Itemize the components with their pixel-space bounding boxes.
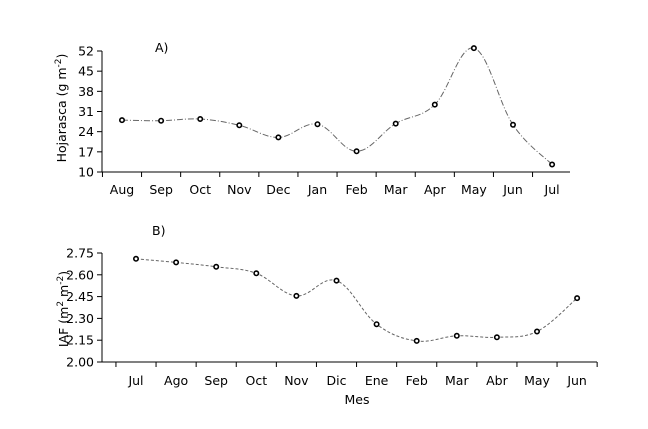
panel-b-xlabel: Mes [345, 392, 370, 407]
panel-a-x-tick-label: Mar [384, 182, 408, 197]
panel-b-ylabel: IAF (m2 m-2) [56, 271, 71, 347]
panel-a-x-tick-label: Jan [307, 182, 327, 197]
panel-b-data-point [493, 334, 500, 341]
panel-a-x-tick-label: May [461, 182, 487, 197]
panel-a-data-point [197, 116, 204, 123]
panel-b-x-tick-label: May [524, 373, 550, 388]
panel-b-y-tick-label: 2.45 [66, 289, 94, 304]
panel-a-x-tick-label: Apr [424, 182, 446, 197]
panel-a-points [119, 45, 556, 168]
panel-b-data-point [574, 295, 581, 302]
panel-b-x-tick-label: Oct [245, 373, 267, 388]
panel-b-x-tick-label: Feb [406, 373, 428, 388]
panel-b-data-point [413, 337, 420, 344]
panel-b: B) IAF (m2 m-2) 2.00 2.15 2.30 2.45 2.60 2.75… [56, 223, 598, 407]
panel-a-axes: 10 17 24 31 38 45 52 Aug Sep Oct Nov Dec Jan Feb Mar Ap… [78, 44, 570, 197]
panel-a-y-tick-label: 17 [78, 144, 94, 159]
panel-a-x-tick-label: Dec [266, 182, 290, 197]
panel-a-data-point [509, 121, 516, 128]
panel-b-series-line [135, 258, 578, 342]
panel-b-y-tick-label: 2.15 [66, 333, 94, 348]
panel-a-y-tick-label: 38 [78, 84, 94, 99]
panel-b-x-tick-label: Jun [566, 373, 587, 388]
panel-a-y-tick-label: 10 [78, 165, 94, 180]
panel-a-x-tick-label: Jul [544, 182, 560, 197]
panel-a-x-tick-label: Nov [227, 182, 252, 197]
panel-a-data-point [119, 117, 126, 124]
panel-a-data-point [314, 121, 321, 128]
panel-a-x-tick-label: Feb [346, 182, 368, 197]
panel-a-y-tick-label: 24 [78, 124, 94, 139]
panel-b-data-point [173, 259, 180, 266]
panel-b-data-point [533, 328, 540, 335]
panel-b-x-tick-label: Sep [204, 373, 228, 388]
panel-b-x-tick-label: Abr [486, 373, 508, 388]
panel-a-data-point [431, 101, 438, 108]
panel-b-y-tick-label: 2.60 [66, 267, 94, 282]
panel-a-x-tick-label: Oct [189, 182, 211, 197]
panel-a-y-tick-label: 31 [78, 104, 94, 119]
panel-b-data-point [133, 255, 140, 262]
panel-a-y-tick-label: 45 [78, 64, 94, 79]
panel-a-data-point [470, 45, 477, 52]
panel-a-ylabel: Hojarasca (g m-2) [54, 54, 69, 163]
panel-a-x-tick-label: Aug [110, 182, 134, 197]
panel-b-y-tick-label: 2.30 [66, 311, 94, 326]
panel-a-data-point [392, 120, 399, 127]
panel-a-data-point [275, 134, 282, 141]
panel-a-x-tick-label: Sep [149, 182, 173, 197]
panel-b-label: B) [152, 223, 165, 238]
panel-b-y-tick-label: 2.75 [66, 246, 94, 261]
panel-a-y-tick-label: 52 [78, 44, 94, 59]
panel-a-data-point [549, 161, 556, 168]
panel-b-data-point [333, 277, 340, 284]
panel-a-label: A) [155, 40, 168, 55]
panel-a-data-point [353, 148, 360, 155]
panel-b-x-tick-label: Dic [327, 373, 347, 388]
panel-b-y-tick-label: 2.00 [66, 355, 94, 370]
panel-b-data-point [253, 270, 260, 277]
panel-b-data-point [373, 321, 380, 328]
panel-a-series-line [121, 47, 553, 165]
panel-b-data-point [293, 292, 300, 299]
panel-a-x-tick-label: Jun [502, 182, 523, 197]
panel-b-points [133, 255, 581, 344]
panel-a-data-point [236, 122, 243, 129]
panel-b-x-tick-label: Jul [127, 373, 143, 388]
panel-a: A) Hojarasca (g m-2) 10 17 24 31 38 45 52 Aug Se… [54, 40, 570, 197]
panel-a-data-point [158, 117, 165, 124]
panel-b-axes: 2.00 2.15 2.30 2.45 2.60 2.75 Jul Ago Sep Oct Nov D… [66, 246, 598, 388]
panel-b-x-tick-label: Ago [164, 373, 188, 388]
panel-b-x-tick-label: Mar [445, 373, 469, 388]
panel-b-x-tick-label: Nov [284, 373, 309, 388]
panel-b-x-tick-label: Ene [365, 373, 389, 388]
panel-b-data-point [453, 332, 460, 339]
panel-b-data-point [213, 263, 220, 270]
